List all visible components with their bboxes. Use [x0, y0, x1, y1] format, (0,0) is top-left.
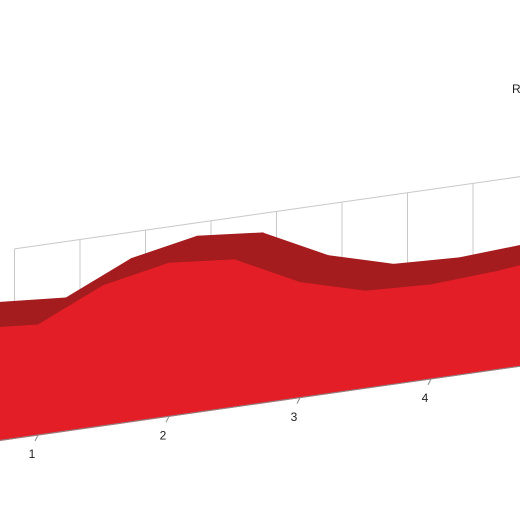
area-front [0, 259, 520, 441]
x-tick [296, 397, 301, 404]
x-tick [165, 416, 170, 423]
x-tick-label: 3 [291, 410, 298, 424]
x-tick-label: 4 [422, 391, 429, 405]
area-top [494, 248, 520, 273]
x-axis [0, 365, 520, 441]
wall-top [14, 176, 520, 250]
x-tick-label: 2 [160, 428, 167, 442]
x-tick [427, 378, 432, 386]
x-tick-label: 1 [29, 447, 36, 461]
legend-label: R [512, 82, 520, 96]
x-tick [34, 434, 39, 442]
